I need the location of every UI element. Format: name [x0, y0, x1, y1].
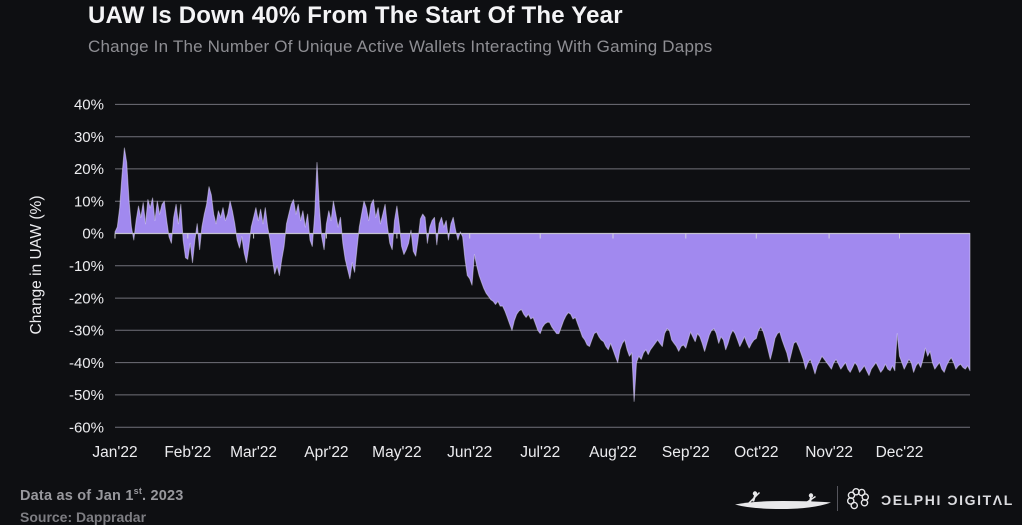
x-tick-label: Jan'22 [92, 444, 137, 461]
y-tick-label: 40% [74, 97, 104, 114]
x-tick-label: Nov'22 [805, 444, 853, 461]
x-tick-label: Oct'22 [734, 444, 778, 461]
footer-divider [837, 486, 838, 511]
x-tick-label: Sep'22 [662, 444, 710, 461]
delphi-digital-logo-icon [846, 487, 870, 510]
y-tick-label: -40% [69, 355, 104, 372]
y-tick-label: 20% [74, 161, 104, 178]
x-tick-label: May'22 [372, 444, 421, 461]
area-series [114, 147, 971, 402]
x-tick-label: Mar'22 [230, 444, 277, 461]
y-tick-label: 0% [82, 226, 104, 243]
boat-icon [735, 491, 831, 509]
y-tick-label: -30% [69, 323, 104, 340]
y-tick-label: -50% [69, 387, 104, 404]
y-tick-label: -20% [69, 290, 104, 307]
chart-subtitle: Change In The Number Of Unique Active Wa… [88, 37, 713, 56]
x-tick-label: Apr'22 [304, 444, 348, 461]
y-tick-label: 10% [74, 193, 104, 210]
x-tick-label: Jun'22 [447, 444, 492, 461]
x-tick-label: Aug'22 [589, 444, 637, 461]
y-tick-label: -10% [69, 258, 104, 275]
chart-title: UAW Is Down 40% From The Start Of The Ye… [88, 2, 623, 29]
y-tick-label: 30% [74, 129, 104, 146]
data-as-of-ordinal: st [133, 486, 143, 496]
data-as-of-text: Data as of Jan 1 [20, 487, 134, 504]
delphi-digital-wordmark: ƆELPHI ƆIGITΛL [881, 492, 1014, 508]
source-note: Source: Dappradar [20, 509, 147, 525]
x-tick-label: Feb'22 [164, 444, 211, 461]
x-tick-label: Dec'22 [876, 444, 924, 461]
data-as-of-year: . 2023 [142, 487, 184, 504]
y-tick-label: -60% [69, 419, 104, 436]
x-tick-label: Jul'22 [520, 444, 560, 461]
logo-ring [850, 501, 859, 510]
data-as-of-note: Data as of Jan 1st. 2023 [20, 486, 184, 504]
